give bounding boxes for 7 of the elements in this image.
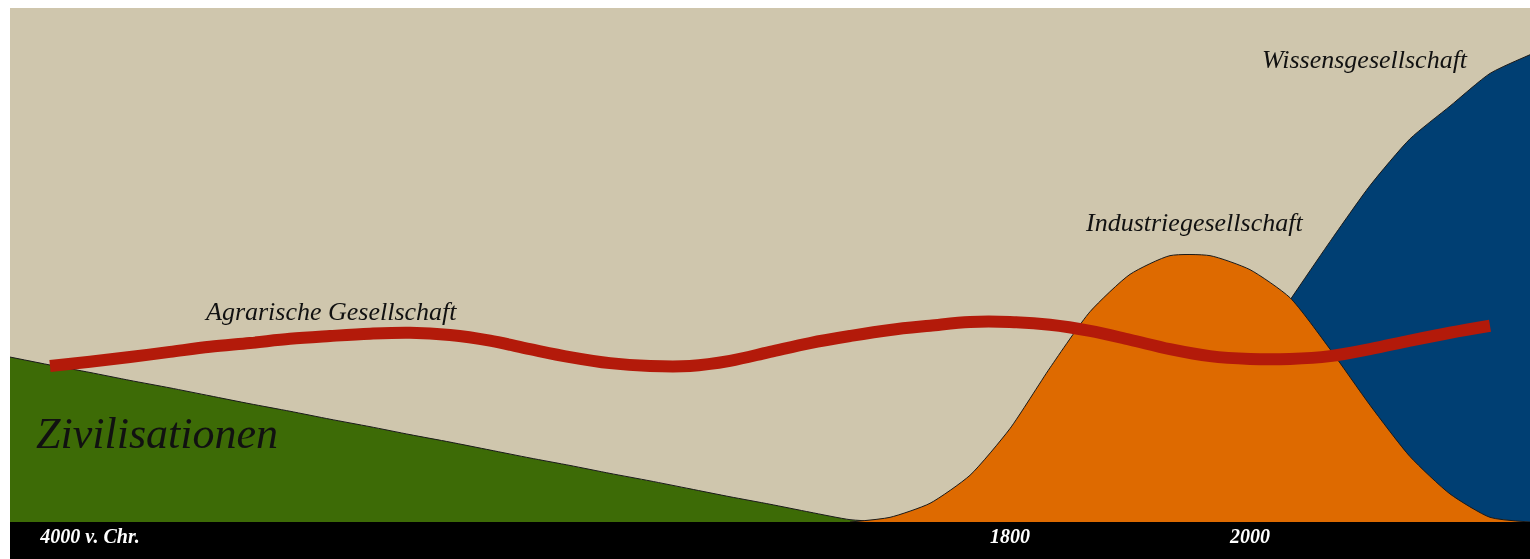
- series-label: Agrarische Gesellschaft: [204, 297, 458, 326]
- series-label: Wissensgesellschaft: [1262, 45, 1468, 74]
- x-tick-label: 4000 v. Chr.: [39, 525, 140, 547]
- series-label: Industriegesellschaft: [1085, 208, 1304, 237]
- x-tick-label: 1800: [990, 525, 1030, 547]
- series-label: Zivilisationen: [36, 409, 278, 458]
- x-tick-label: 2000: [1229, 525, 1270, 547]
